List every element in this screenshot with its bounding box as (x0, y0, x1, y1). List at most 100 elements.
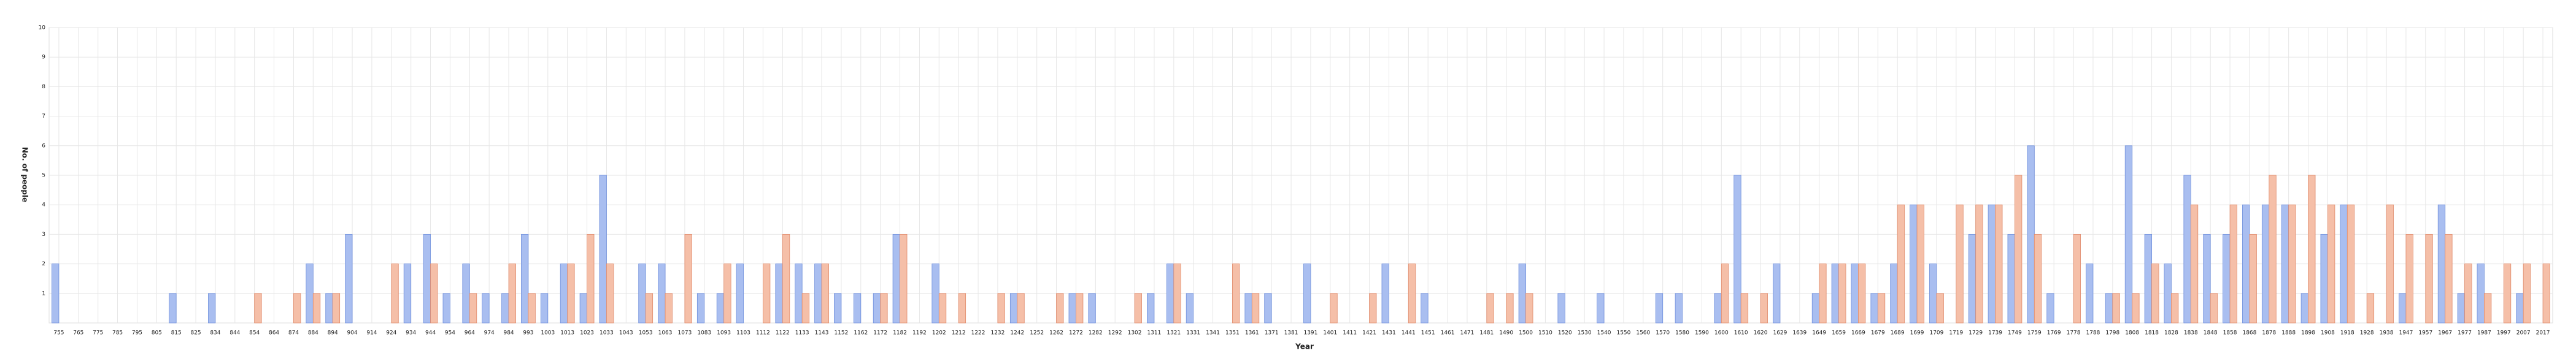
x-tick-label: 1540 (1597, 330, 1611, 336)
x-tick-label: 1411 (1343, 330, 1357, 336)
bar (1369, 293, 1377, 324)
x-tick-label: 1868 (2242, 330, 2256, 336)
bar (482, 293, 490, 324)
bar (1740, 293, 1749, 324)
x-tick-label: 1431 (1382, 330, 1396, 336)
x-tick-label: 1778 (2067, 330, 2081, 336)
bar (2132, 293, 2140, 324)
bar (1056, 293, 1064, 324)
x-tick-label: 1878 (2262, 330, 2276, 336)
bar (1988, 204, 1996, 324)
y-tick-label: 1 (42, 290, 45, 297)
x-tick-label: 954 (445, 330, 455, 336)
bar (2229, 204, 2237, 324)
x-tick-label: 924 (386, 330, 396, 336)
y-tick-label: 10 (39, 25, 46, 31)
bar (2484, 293, 2492, 324)
x-tick-label: 1212 (952, 330, 966, 336)
x-tick-label: 755 (53, 330, 64, 336)
bar (332, 293, 341, 324)
bar (723, 264, 731, 324)
x-tick-label: 1053 (639, 330, 653, 336)
x-tick-label: 1401 (1323, 330, 1337, 336)
x-tick-label: 1818 (2145, 330, 2159, 336)
bar (599, 175, 607, 324)
bar (1773, 264, 1781, 324)
bar (880, 293, 888, 324)
bar (2105, 293, 2113, 324)
bar (1076, 293, 1084, 324)
bar (2034, 233, 2042, 324)
x-tick-label: 884 (308, 330, 318, 336)
x-tick-label: 1798 (2105, 330, 2119, 336)
bar (1936, 293, 1944, 324)
x-tick-label: 775 (93, 330, 103, 336)
x-tick-label: 1311 (1147, 330, 1161, 336)
bar (931, 264, 939, 324)
x-tick-label: 1938 (2380, 330, 2394, 336)
bar (306, 264, 314, 324)
x-tick-label: 1749 (2008, 330, 2022, 336)
bar (736, 264, 744, 324)
x-tick-label: 1282 (1089, 330, 1103, 336)
x-tick-label: 1719 (1949, 330, 1963, 336)
x-tick-label: 1063 (658, 330, 673, 336)
bar (2366, 293, 2375, 324)
x-tick-label: 1441 (1402, 330, 1416, 336)
x-tick-label: 1103 (736, 330, 750, 336)
bar (508, 264, 516, 324)
bar (501, 293, 509, 324)
x-tick-label: 1083 (697, 330, 711, 336)
x-tick-label: 1848 (2204, 330, 2218, 336)
x-tick-label: 1729 (1969, 330, 1983, 336)
bar (2464, 264, 2472, 324)
bar (2007, 233, 2015, 324)
bar (2027, 145, 2035, 324)
x-tick-label: 1560 (1636, 330, 1650, 336)
x-tick-label: 1888 (2281, 330, 2296, 336)
x-tick-label: 1759 (2027, 330, 2042, 336)
x-tick-label: 864 (269, 330, 279, 336)
x-tick-label: 1500 (1519, 330, 1533, 336)
bar (2386, 204, 2394, 324)
y-axis-title: No. of people (21, 147, 29, 202)
x-tick-label: 825 (190, 330, 201, 336)
bar (1838, 264, 1846, 324)
bar (1851, 264, 1859, 324)
y-tick-label: 5 (42, 173, 45, 179)
bar (2203, 233, 2211, 324)
x-tick-label: 1957 (2418, 330, 2432, 336)
bar (312, 293, 321, 324)
bar (325, 293, 333, 324)
bar (567, 264, 575, 324)
bar (521, 233, 529, 324)
x-tick-label: 984 (503, 330, 514, 336)
bar (684, 233, 692, 324)
bar (716, 293, 725, 324)
x-tick-label: 1172 (873, 330, 887, 336)
bar (2308, 175, 2316, 324)
y-tick-label: 7 (42, 113, 45, 119)
bar (2281, 204, 2289, 324)
x-tick-label: 1361 (1245, 330, 1259, 336)
x-tick-label: 1202 (932, 330, 946, 336)
bar (1597, 293, 1605, 324)
x-tick-label: 2007 (2516, 330, 2531, 336)
x-tick-label: 795 (132, 330, 142, 336)
x-tick-label: 1808 (2125, 330, 2139, 336)
x-tick-label: 1232 (990, 330, 1005, 336)
bar (1910, 204, 1918, 324)
bar (1186, 293, 1194, 324)
bar (2164, 264, 2172, 324)
x-tick-label: 914 (366, 330, 377, 336)
y-tick-label: 3 (42, 232, 45, 238)
bar (892, 233, 900, 324)
x-tick-label: 1649 (1812, 330, 1826, 336)
bar (763, 264, 771, 324)
x-tick-label: 1629 (1773, 330, 1787, 336)
y-tick-label: 8 (42, 84, 45, 90)
x-tick-label: 1391 (1303, 330, 1317, 336)
x-tick-label: 974 (484, 330, 495, 336)
bar (2405, 233, 2413, 324)
bar (2086, 264, 2094, 324)
